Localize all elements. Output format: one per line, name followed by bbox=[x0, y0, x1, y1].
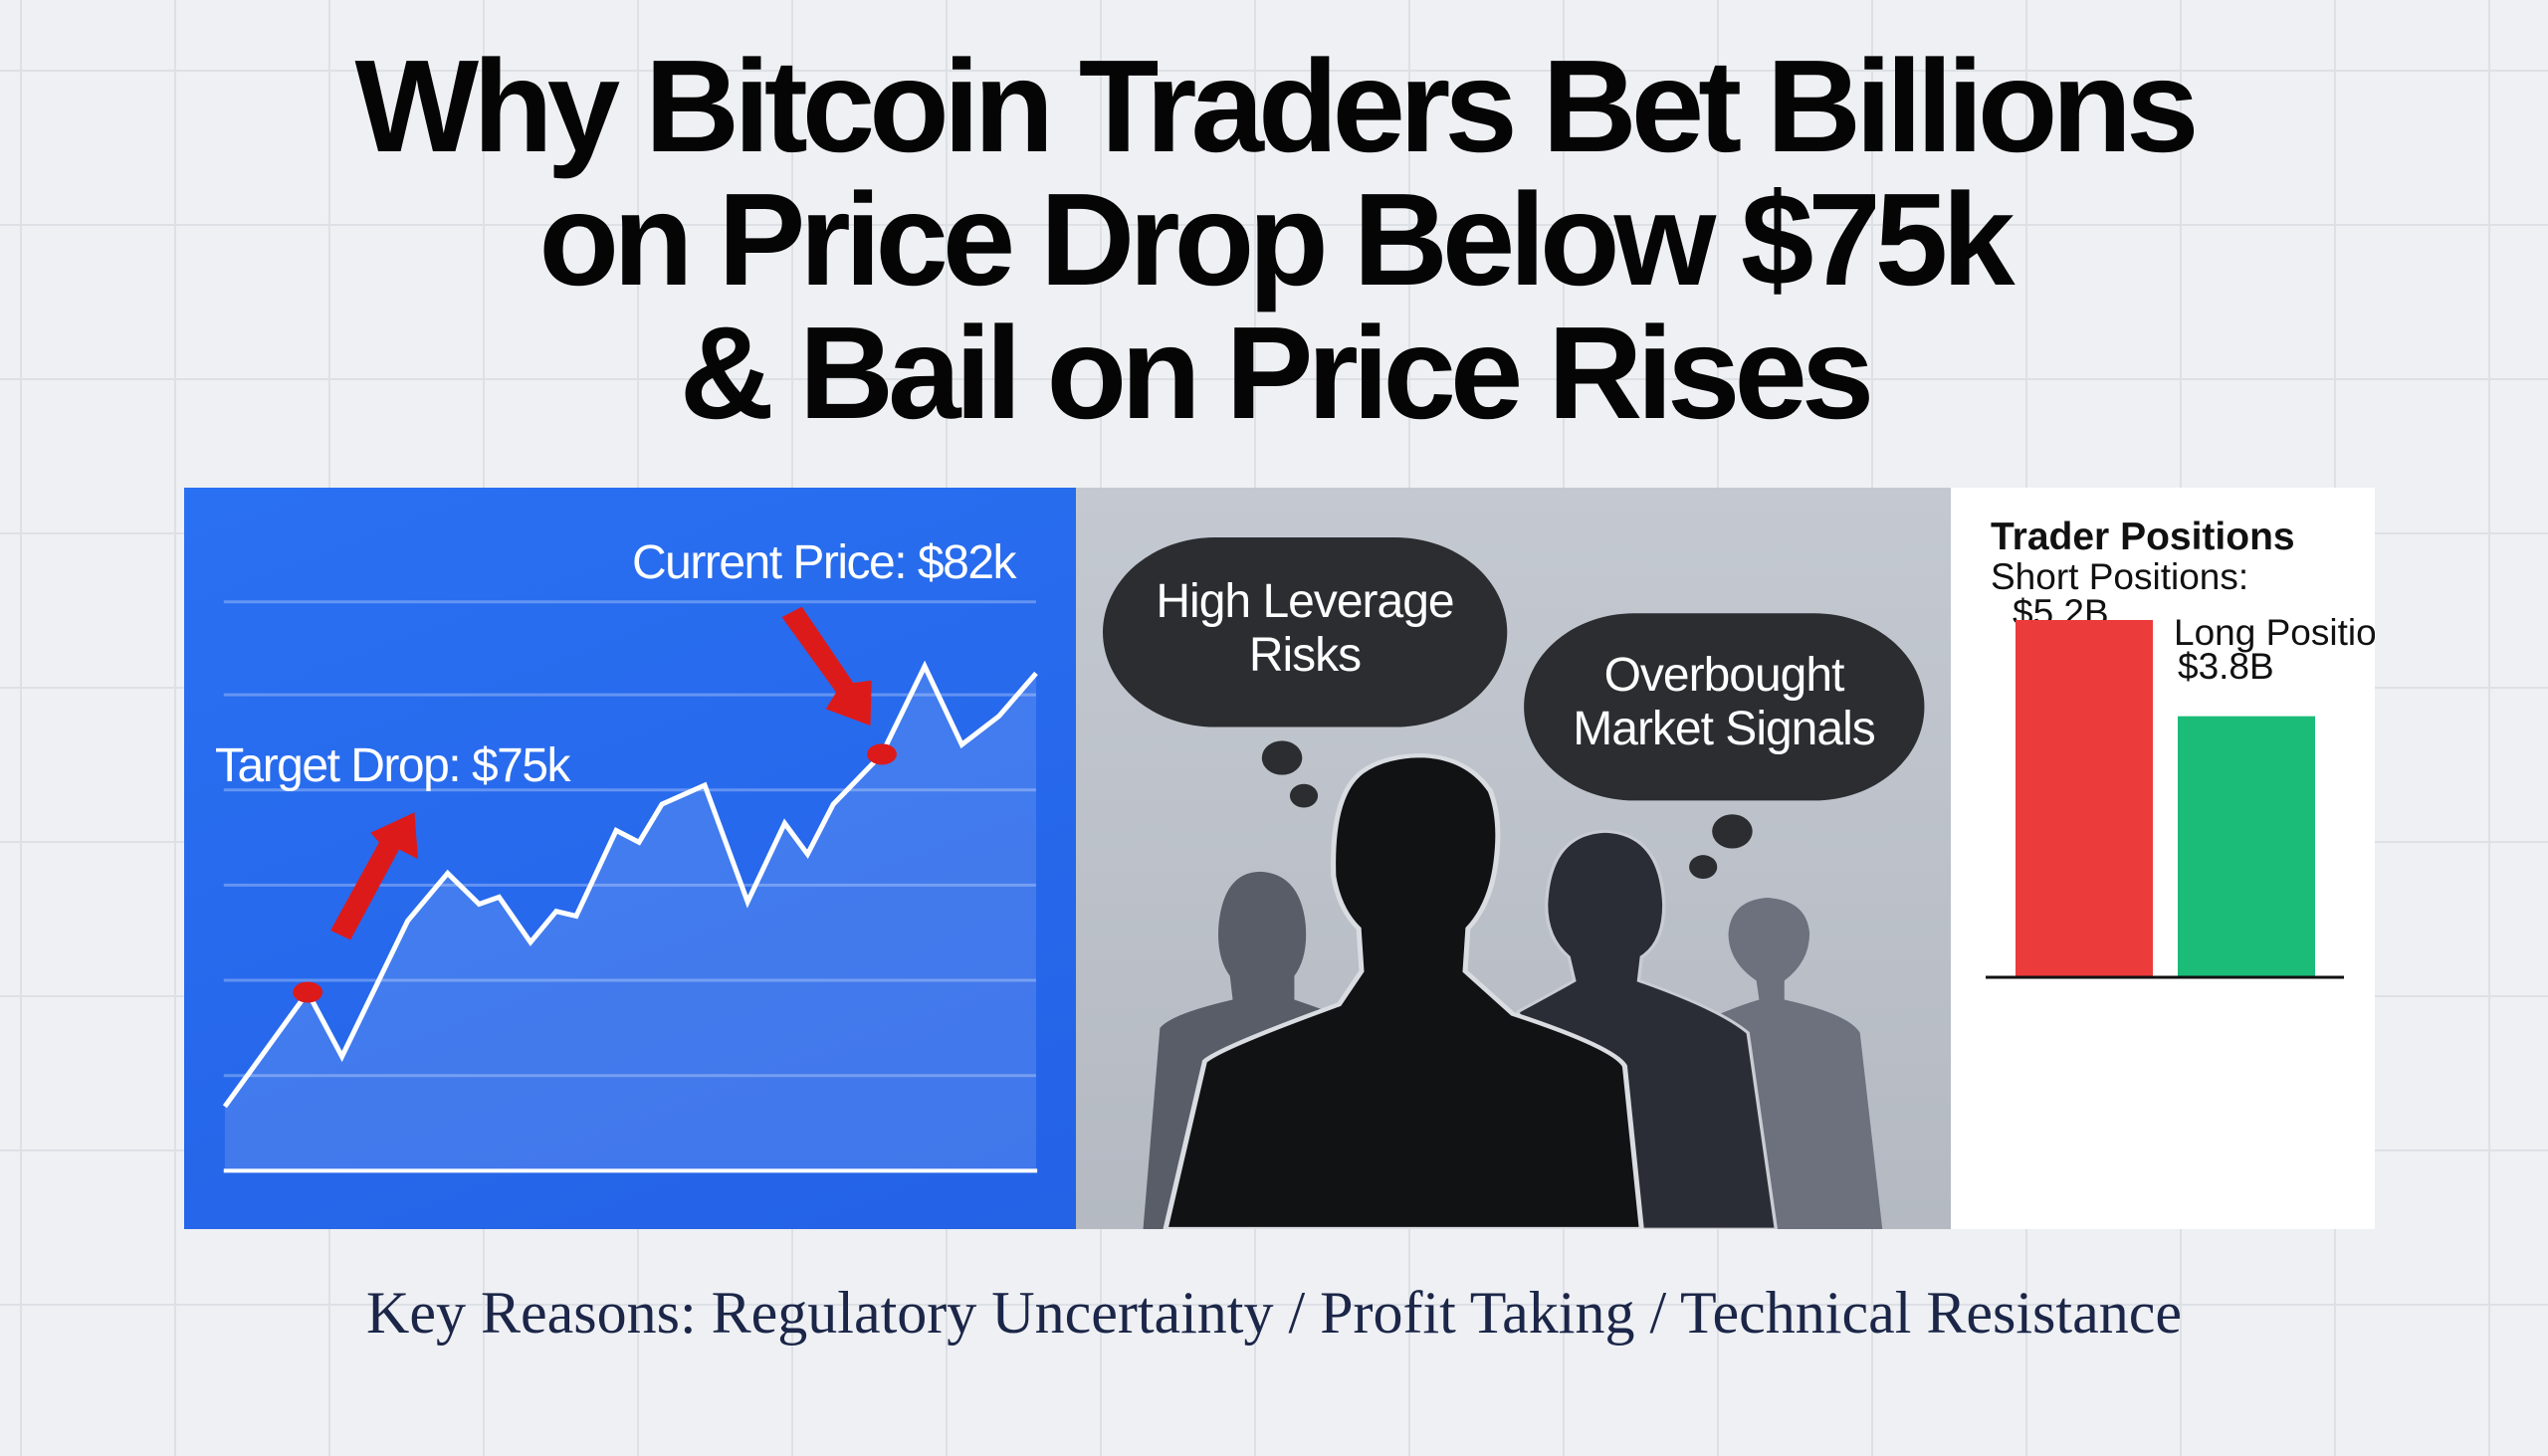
price-line-chart bbox=[184, 488, 1075, 1229]
long-label: Long Positions: bbox=[2174, 612, 2375, 653]
bubble-overbought: Overbought Market Signals bbox=[1524, 649, 1924, 756]
price-chart-panel: Current Price: $82k Target Drop: $75k bbox=[184, 488, 1076, 1229]
target-marker bbox=[293, 981, 323, 1003]
thought-bubble-icon bbox=[1103, 537, 1925, 879]
trader-positions-chart: Trader Positions Short Positions: $5.2B … bbox=[1951, 488, 2375, 1229]
bubble-line: High Leverage bbox=[1156, 575, 1454, 628]
current-price-label: Current Price: $82k bbox=[632, 536, 1017, 589]
short-positions-bar bbox=[2016, 620, 2153, 977]
bubble-line: Market Signals bbox=[1573, 703, 1875, 755]
title-line-3: & Bail on Price Rises bbox=[679, 300, 1875, 446]
page-title: Why Bitcoin Traders Bet Billions on Pric… bbox=[0, 40, 2548, 440]
target-drop-label: Target Drop: $75k bbox=[215, 739, 571, 792]
person-silhouette-icon bbox=[1103, 537, 1925, 1229]
current-marker bbox=[867, 743, 897, 765]
title-line-1: Why Bitcoin Traders Bet Billions bbox=[354, 33, 2200, 179]
bubble-line: Overbought bbox=[1603, 649, 1845, 702]
short-label: Short Positions: bbox=[1991, 556, 2249, 597]
bar-chart bbox=[1986, 620, 2344, 979]
arrow-down-icon bbox=[781, 606, 872, 727]
title-line-2: on Price Drop Below $75k bbox=[538, 166, 2015, 312]
price-area bbox=[224, 666, 1036, 1171]
chart-title: Trader Positions bbox=[1991, 516, 2295, 558]
person-front bbox=[1163, 752, 1644, 1229]
bubble-line: Risks bbox=[1248, 629, 1362, 682]
trader-sentiment-panel: High Leverage Risks Overbought Market Si… bbox=[1076, 488, 1951, 1229]
price-line bbox=[225, 666, 1036, 1106]
long-value-label: $3.8B bbox=[2178, 646, 2274, 687]
footer-key-reasons: Key Reasons: Regulatory Uncertainty / Pr… bbox=[366, 1280, 2182, 1346]
arrow-up-icon bbox=[330, 812, 418, 940]
long-positions-bar bbox=[2178, 716, 2315, 977]
bubble-high-leverage: High Leverage Risks bbox=[1103, 575, 1507, 683]
